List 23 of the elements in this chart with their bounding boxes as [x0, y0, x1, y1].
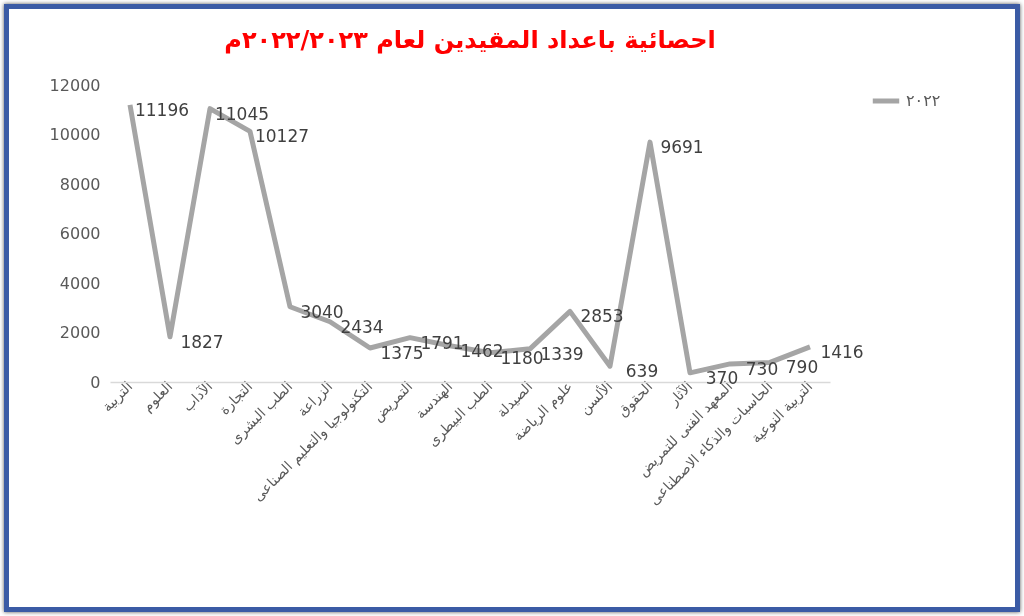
data-label: 9691 — [660, 137, 704, 158]
x-tick-label: الآداب — [179, 378, 216, 415]
x-tick-label: الألسن — [575, 377, 617, 418]
x-tick-label: الآثار — [664, 378, 697, 410]
x-tick-label: العلوم — [139, 378, 177, 416]
data-label: 11045 — [214, 103, 270, 124]
data-label: 11196 — [134, 99, 190, 120]
y-tick-label: 12000 — [49, 75, 101, 95]
data-label: 2434 — [340, 316, 384, 337]
y-tick-label: 6000 — [59, 224, 101, 243]
legend-label: ٢٠٢٢ — [906, 91, 941, 110]
data-label: 10127 — [254, 126, 310, 147]
data-label: 1416 — [820, 341, 864, 362]
data-label: 730 — [745, 358, 779, 379]
data-label: 2853 — [580, 306, 624, 327]
y-tick-label: 10000 — [49, 125, 101, 144]
y-tick-label: 2000 — [59, 323, 101, 342]
chart-title: احصائية باعداد المقيدين لعام ٢٠٢٢/٢٠٢٣م — [224, 26, 716, 54]
y-tick-label: 8000 — [59, 174, 101, 194]
data-label: 790 — [785, 357, 819, 378]
data-label: 1827 — [180, 331, 224, 352]
y-tick-label: 4000 — [59, 273, 101, 293]
y-tick-label: 0 — [90, 372, 101, 392]
